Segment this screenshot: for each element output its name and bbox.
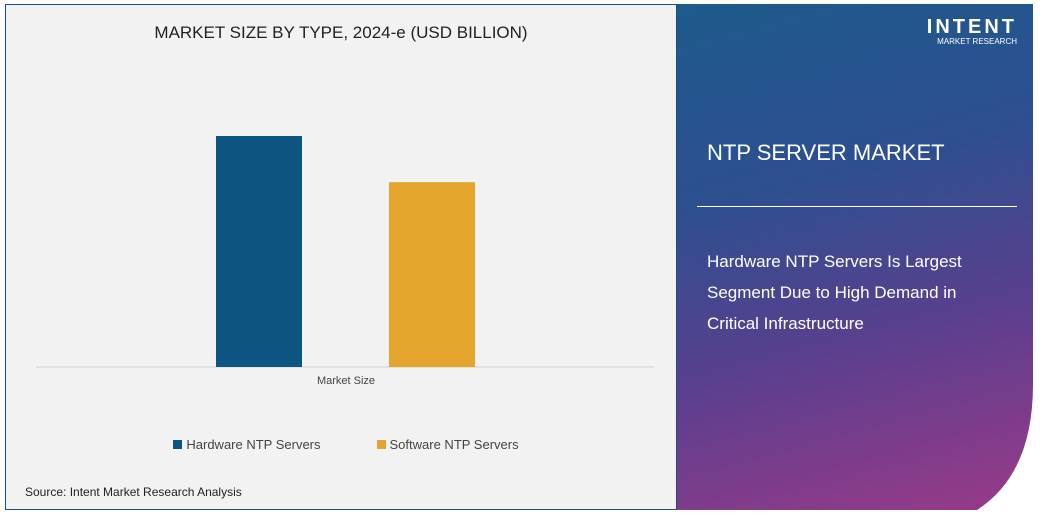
bar-1 xyxy=(389,182,475,367)
x-category-label: Market Size xyxy=(316,375,376,387)
chart-title: MARKET SIZE BY TYPE, 2024-e (USD BILLION… xyxy=(154,23,528,42)
logo: INTENT MARKET RESEARCH xyxy=(927,16,1017,46)
legend-swatch xyxy=(376,440,386,449)
logo-wordmark: INTENT xyxy=(926,16,1017,38)
legend-item-software: Software NTP Servers xyxy=(376,437,519,452)
info-panel: INTENT MARKET RESEARCH NTP SERVER MARKET… xyxy=(677,4,1037,510)
key-insight: Hardware NTP Servers Is Largest Segment … xyxy=(707,252,962,333)
chart-panel: MARKET SIZE BY TYPE, 2024-e (USD BILLION… xyxy=(5,4,677,510)
legend-label: Software NTP Servers xyxy=(389,437,519,452)
market-title: NTP SERVER MARKET xyxy=(707,140,945,165)
bar-chart xyxy=(36,136,654,368)
legend-item-hardware: Hardware NTP Servers xyxy=(173,437,321,452)
divider xyxy=(697,206,1017,207)
source-note: Source: Intent Market Research Analysis xyxy=(25,485,242,499)
legend-swatch xyxy=(173,440,183,449)
logo-subtitle: MARKET RESEARCH xyxy=(937,37,1017,46)
legend: Hardware NTP Servers Software NTP Server… xyxy=(6,437,686,452)
bar-0 xyxy=(216,136,302,367)
legend-label: Hardware NTP Servers xyxy=(186,437,321,452)
